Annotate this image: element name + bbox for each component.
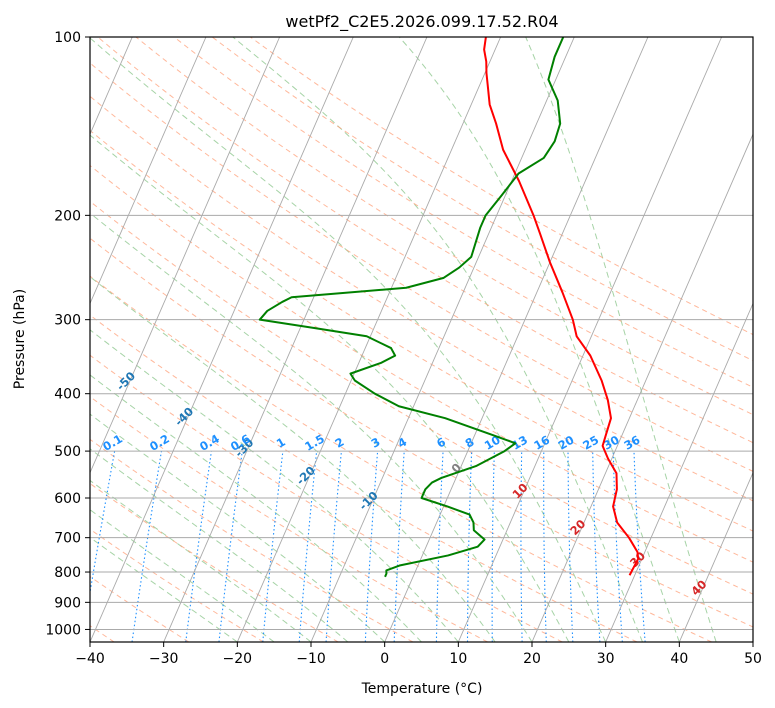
dry-adiabat-line xyxy=(90,354,563,642)
y-axis-label: Pressure (hPa) xyxy=(12,289,28,389)
dry-adiabat-line xyxy=(90,482,339,642)
x-tick-label: 50 xyxy=(744,651,762,667)
x-tick-label: 0 xyxy=(380,651,389,667)
x-tick-label: 40 xyxy=(670,651,688,667)
isotherm-line xyxy=(752,640,753,642)
x-tick-label: 10 xyxy=(449,651,467,667)
x-axis: −40 −30 −20 −10 0 10 20 30 40 50 xyxy=(75,642,762,667)
isotherm-line xyxy=(163,37,428,642)
mixing-ratio-line xyxy=(185,451,212,642)
y-tick-label: 700 xyxy=(54,531,81,547)
dry-adiabat-line xyxy=(90,95,753,502)
x-tick-label: −40 xyxy=(75,651,105,667)
y-tick-label: 500 xyxy=(54,444,81,460)
plot-area: -100-90-80-70-60-50-40-30-20-10010203040… xyxy=(0,37,753,642)
y-tick-label: 900 xyxy=(54,595,81,611)
plot-frame xyxy=(89,36,754,643)
dry-adiabat-line xyxy=(90,200,753,595)
isotherm-line xyxy=(0,37,59,642)
chart-title: wetPf2_C2E5.2026.099.17.52.R04 xyxy=(285,12,558,32)
isotherm-line xyxy=(605,302,753,642)
moist-adiabat-line xyxy=(232,37,643,642)
x-tick-label: −20 xyxy=(223,651,253,667)
y-tick-label: 800 xyxy=(54,565,81,581)
y-axis: 100 200 300 400 500 600 700 800 900 1000 xyxy=(45,30,90,638)
dewpoint-line xyxy=(258,37,565,578)
moist-adiabat-line xyxy=(90,329,459,642)
x-axis-label: Temperature (°C) xyxy=(361,681,483,697)
plot-background xyxy=(90,37,753,642)
x-tick-label: 20 xyxy=(523,651,541,667)
moist-adiabat-line xyxy=(90,536,238,642)
x-tick-label: 30 xyxy=(597,651,615,667)
isobars xyxy=(90,37,753,630)
mixing-ratio-line xyxy=(298,451,318,642)
mixing-ratio-line xyxy=(218,451,243,642)
isotherm-line xyxy=(90,37,207,305)
dry-adiabat-line xyxy=(250,37,753,336)
y-tick-label: 400 xyxy=(54,387,81,403)
dry-adiabat-line xyxy=(90,314,638,642)
mixing-ratio-label: 20 xyxy=(556,433,577,453)
mixing-ratio-label: 25 xyxy=(580,433,601,453)
moist-adiabat-line xyxy=(90,276,496,642)
x-tick-label: −10 xyxy=(296,651,326,667)
mixing-ratio-line xyxy=(262,451,284,642)
mixing-ratio-label: 16 xyxy=(531,433,552,453)
y-tick-label: 600 xyxy=(54,491,81,507)
moist-adiabat-line xyxy=(90,134,570,642)
isotherm-line xyxy=(310,37,575,642)
mixing-ratio-label: 36 xyxy=(622,433,643,453)
moist-adiabat-line xyxy=(90,509,275,642)
y-tick-label: 1000 xyxy=(45,622,81,638)
y-tick-label: 200 xyxy=(54,208,81,224)
isotherms xyxy=(0,37,753,642)
profiles xyxy=(258,37,640,578)
moist-adiabat-line xyxy=(90,413,386,642)
dry-adiabat-line xyxy=(90,275,712,642)
isotherm-line xyxy=(384,37,649,642)
dry-adiabat-line xyxy=(90,237,753,628)
isotherm-line xyxy=(678,471,753,642)
temperature-line xyxy=(483,37,640,576)
moist-adiabat-line xyxy=(90,212,533,642)
dry-adiabat-line xyxy=(97,37,753,444)
isotherm-line xyxy=(236,37,502,642)
moist-adiabat-line xyxy=(90,479,312,642)
isotherm-line xyxy=(90,37,281,474)
dry-adiabat-label: -60 xyxy=(58,328,83,353)
mixing-ratio-line xyxy=(325,451,342,642)
dry-adiabat-line xyxy=(90,129,753,532)
dry-adiabat-line xyxy=(173,37,753,388)
y-tick-label: 300 xyxy=(54,313,81,329)
isotherm-line xyxy=(531,133,753,642)
dry-adiabat-line xyxy=(90,164,753,563)
dry-adiabat-line xyxy=(90,396,488,642)
isotherm-line xyxy=(90,37,354,642)
mixing-ratio-label: 13 xyxy=(509,433,530,453)
moist-adiabat-line xyxy=(90,37,607,642)
y-tick-label: 100 xyxy=(54,30,81,46)
moist-adiabat-line xyxy=(525,37,717,642)
moist-adiabats xyxy=(90,37,717,642)
x-tick-label: −30 xyxy=(149,651,179,667)
isotherm-line xyxy=(457,37,723,642)
